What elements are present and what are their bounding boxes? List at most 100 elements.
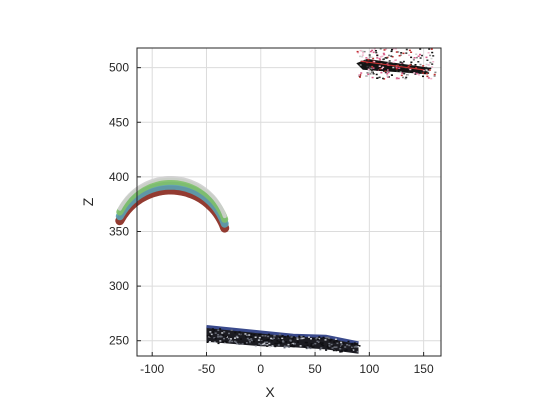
data-point bbox=[379, 48, 382, 50]
data-point bbox=[395, 78, 398, 80]
data-point bbox=[395, 51, 398, 53]
data-point bbox=[229, 339, 232, 342]
data-point bbox=[317, 341, 320, 343]
x-tick-label: 150 bbox=[414, 362, 434, 376]
data-point bbox=[347, 340, 350, 343]
data-point bbox=[335, 340, 338, 342]
data-point bbox=[320, 337, 323, 340]
data-point bbox=[273, 337, 275, 339]
data-point bbox=[397, 77, 400, 80]
data-point bbox=[415, 67, 418, 69]
data-point bbox=[261, 343, 264, 346]
data-point bbox=[267, 335, 270, 338]
data-point bbox=[370, 69, 373, 72]
data-point bbox=[387, 61, 390, 63]
data-point bbox=[432, 55, 435, 57]
data-point bbox=[353, 346, 356, 348]
data-point bbox=[326, 336, 329, 339]
data-point bbox=[430, 77, 433, 80]
data-point bbox=[358, 75, 361, 77]
data-point bbox=[399, 54, 402, 56]
data-point bbox=[428, 69, 431, 71]
plot-frame bbox=[136, 47, 442, 357]
data-point bbox=[371, 56, 374, 59]
data-point bbox=[249, 341, 252, 344]
data-point bbox=[364, 59, 367, 62]
data-point bbox=[383, 78, 386, 80]
data-point bbox=[405, 76, 408, 79]
data-point bbox=[428, 48, 431, 50]
data-point bbox=[219, 335, 222, 338]
data-point bbox=[419, 48, 422, 50]
data-point bbox=[248, 334, 251, 336]
y-axis-label: Z bbox=[80, 197, 96, 206]
data-point bbox=[245, 336, 248, 338]
data-point bbox=[431, 66, 434, 68]
data-point bbox=[304, 341, 307, 344]
data-point bbox=[317, 338, 319, 341]
data-point bbox=[421, 67, 424, 70]
data-point bbox=[270, 337, 273, 340]
data-point bbox=[395, 77, 398, 79]
data-point bbox=[322, 344, 325, 347]
data-point bbox=[236, 336, 239, 339]
data-point bbox=[328, 337, 330, 339]
data-point bbox=[384, 71, 387, 74]
data-point bbox=[409, 68, 412, 71]
data-point bbox=[392, 61, 395, 64]
data-point bbox=[312, 337, 315, 340]
grid bbox=[137, 48, 441, 356]
data-point bbox=[321, 342, 324, 344]
data-point bbox=[358, 74, 360, 76]
data-point bbox=[227, 337, 230, 340]
data-point bbox=[213, 337, 216, 339]
data-point bbox=[240, 338, 242, 340]
data-point bbox=[375, 73, 378, 76]
data-point bbox=[217, 342, 220, 345]
data-point bbox=[342, 342, 345, 344]
data-point bbox=[386, 69, 389, 71]
data-point bbox=[271, 345, 274, 347]
data-point bbox=[383, 70, 385, 72]
data-point bbox=[322, 336, 325, 339]
data-point bbox=[382, 77, 384, 80]
data-point bbox=[402, 76, 404, 79]
data-point bbox=[224, 342, 227, 345]
data-point bbox=[289, 342, 292, 344]
data-point bbox=[271, 338, 274, 340]
data-point bbox=[316, 340, 319, 343]
data-point bbox=[419, 53, 421, 56]
data-point bbox=[320, 347, 323, 349]
data-point bbox=[280, 338, 283, 341]
data-point bbox=[257, 339, 260, 341]
data-point bbox=[352, 349, 355, 351]
data-point bbox=[425, 56, 428, 59]
data-point bbox=[310, 343, 313, 345]
data-point bbox=[217, 336, 220, 338]
data-point bbox=[410, 51, 413, 53]
data-point bbox=[233, 340, 236, 343]
y-tick-label: 400 bbox=[109, 170, 129, 184]
data-point bbox=[221, 332, 224, 334]
data-point bbox=[267, 339, 270, 341]
data-point bbox=[206, 335, 209, 337]
data-point bbox=[422, 65, 425, 67]
data-point bbox=[230, 329, 233, 331]
data-point bbox=[278, 337, 281, 339]
y-tick-label: 500 bbox=[109, 61, 129, 75]
data-point bbox=[290, 341, 293, 343]
data-point bbox=[306, 344, 309, 347]
data-point bbox=[423, 72, 426, 75]
data-point bbox=[345, 349, 348, 351]
data-point bbox=[359, 49, 362, 52]
data-point bbox=[359, 76, 361, 78]
data-point bbox=[326, 346, 329, 348]
data-point bbox=[285, 341, 288, 343]
data-point bbox=[427, 72, 430, 74]
data-point bbox=[426, 59, 429, 61]
data-point bbox=[365, 57, 368, 59]
data-point bbox=[362, 52, 365, 54]
data-point bbox=[276, 342, 279, 345]
data-point bbox=[419, 63, 422, 66]
